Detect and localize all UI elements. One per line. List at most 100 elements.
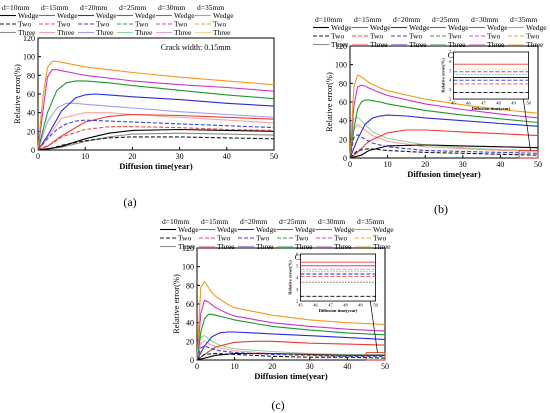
x-axis-label: Diffusion time(year) — [407, 169, 481, 179]
legend-header: d=30mm — [471, 15, 498, 24]
inset-x-tick-label: 48 — [343, 303, 348, 308]
y-tick-label: 80 — [27, 71, 35, 80]
legend-entry: Two — [409, 32, 422, 41]
y-tick-label: 0 — [190, 356, 194, 365]
legend-header: d=15mm — [41, 3, 68, 12]
legend-entry: Two — [334, 234, 347, 243]
y-tick-label: 20 — [339, 135, 347, 144]
legend-entry: Three — [217, 242, 235, 251]
y-tick-label: 100 — [23, 53, 35, 62]
y-tick-label: 80 — [339, 79, 347, 88]
legend-entry: Three — [213, 28, 231, 37]
legend-entry: Three — [526, 40, 544, 49]
crack-width-annotation: Crack width: 0.15mm — [161, 43, 232, 52]
legend-header: d=25mm — [432, 15, 459, 24]
legend-header: d=10mm — [315, 15, 342, 24]
inset-x-tick-label: 48 — [496, 101, 501, 106]
legend-entry: Wedge — [217, 225, 238, 234]
inset-x-tick-label: 50 — [526, 101, 531, 106]
panel-label: (b) — [434, 202, 448, 216]
inset-x-tick-label: 46 — [313, 303, 318, 308]
inset-y-tick-label: 3 — [449, 87, 452, 92]
series-line — [349, 144, 539, 159]
x-axis-label: Diffusion time(year) — [254, 371, 328, 381]
series-line — [196, 340, 385, 361]
legend-entry: Three — [57, 28, 75, 37]
legend: d=10mmWedgeTwoThreed=15mmWedgeTwoThreed=… — [0, 3, 234, 37]
zoom-box — [365, 352, 386, 361]
series-line — [196, 331, 386, 361]
series-line — [349, 148, 539, 159]
legend-entry: Wedge — [178, 225, 199, 234]
legend-header: d=35mm — [197, 3, 224, 12]
legend-entry: Three — [256, 242, 274, 251]
series-line — [37, 60, 275, 151]
x-tick-label: 10 — [81, 152, 89, 161]
series-line — [37, 132, 275, 151]
inset-y-tick-label: 2 — [449, 97, 451, 102]
y-tick-label: 120 — [182, 244, 194, 253]
chart-panel: 0 10 20 30 40 50 0 20 40 60 80 100 120 Diffusion time… — [171, 244, 389, 412]
y-tick-label: 120 — [335, 42, 347, 51]
inset-y-axis-label: Relative error(%) — [287, 260, 292, 295]
legend-entry: Two — [57, 20, 70, 29]
y-tick-label: 60 — [339, 98, 347, 107]
inset-y-tick-label: 5 — [449, 68, 452, 73]
inset-x-tick-label: 45 — [298, 303, 303, 308]
legend-entry: Wedge — [135, 11, 156, 20]
legend-entry: Two — [178, 234, 191, 243]
inset-x-tick-label: 46 — [466, 101, 471, 106]
legend-entry: Two — [373, 234, 386, 243]
legend-entry: Wedge — [57, 11, 78, 20]
panel-label: (c) — [271, 398, 284, 412]
inset-x-tick-label: 45 — [451, 101, 456, 106]
legend-header: d=15mm — [354, 15, 381, 24]
series-line — [37, 136, 275, 151]
y-tick-label: 40 — [27, 109, 35, 118]
legend-entry: Wedge — [213, 11, 234, 20]
inset-y-tick-label: 2 — [296, 299, 298, 304]
legend-entry: Two — [174, 20, 187, 29]
legend-entry: Two — [295, 234, 308, 243]
x-tick-label: 0 — [36, 152, 40, 161]
series-line — [349, 134, 539, 159]
series-line — [37, 126, 275, 151]
series-line — [349, 116, 539, 159]
legend-header: d=20mm — [80, 3, 107, 12]
inset-y-tick-label: 6 — [296, 252, 299, 257]
y-axis-label: Relative error(%) — [324, 72, 334, 132]
x-tick-label: 0 — [195, 362, 199, 371]
series-line — [37, 93, 275, 151]
legend-entry: Two — [370, 32, 383, 41]
legend-entry: Wedge — [409, 23, 430, 32]
inset-y-tick-label: 7 — [449, 50, 452, 55]
series-line — [349, 114, 539, 159]
x-tick-label: 0 — [348, 160, 352, 169]
legend-entry: Wedge — [256, 225, 277, 234]
legend-header: d=10mm — [162, 217, 189, 226]
inset-x-tick-label: 47 — [328, 303, 333, 308]
legend-entry: Wedge — [334, 225, 355, 234]
inset-x-axis-label: Diffusion time(year) — [472, 106, 511, 111]
y-tick-label: 120 — [23, 34, 35, 43]
x-tick-label: 50 — [381, 362, 389, 371]
inset-y-axis-label: Relative error(%) — [440, 58, 445, 93]
inset-x-tick-label: 47 — [481, 101, 486, 106]
legend-entry: Three — [370, 40, 388, 49]
legend-header: d=35mm — [357, 217, 384, 226]
legend-entry: Two — [18, 20, 31, 29]
y-axis-label: Relative error(%) — [12, 64, 22, 124]
x-tick-label: 20 — [268, 362, 276, 371]
legend-entry: Two — [526, 32, 539, 41]
y-tick-label: 20 — [186, 337, 194, 346]
chart-panel: 0 10 20 30 40 50 0 20 40 60 80 100 120 Diffusion time… — [12, 34, 278, 209]
legend-entry: Three — [135, 28, 153, 37]
legend-entry: Three — [409, 40, 427, 49]
series-line — [196, 280, 386, 361]
series-line — [37, 69, 275, 151]
inset-y-tick-label: 3 — [296, 287, 299, 292]
series-line — [196, 352, 386, 361]
zoom-arrow — [369, 300, 378, 353]
